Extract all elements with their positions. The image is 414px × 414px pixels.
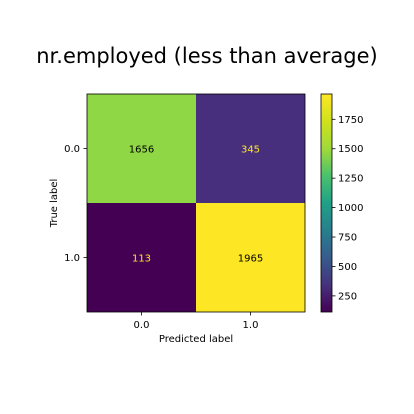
x-axis-label: Predicted label bbox=[159, 334, 233, 345]
matrix-cell-1-0 bbox=[87, 203, 196, 312]
y-tick-label: 1.0 bbox=[64, 253, 80, 264]
matrix-cells: 1656 345 113 1965 bbox=[87, 94, 305, 312]
matrix-value-0-0: 1656 bbox=[129, 145, 154, 156]
colorbar-tick-label: 250 bbox=[338, 291, 357, 302]
matrix-frame bbox=[86, 93, 306, 313]
matrix-cell-0-0 bbox=[87, 94, 196, 203]
colorbar-tick-label: 1250 bbox=[338, 174, 363, 185]
y-tick-label: 0.0 bbox=[64, 144, 80, 155]
colorbar-tick-label: 1000 bbox=[338, 203, 363, 214]
colorbar-ticks: 250 500 750 1000 1250 1500 1750 bbox=[332, 115, 363, 302]
chart-title: nr.employed (less than average) bbox=[36, 44, 378, 68]
x-tick-label: 0.0 bbox=[134, 320, 150, 331]
colorbar bbox=[320, 93, 333, 313]
y-axis-label: True label bbox=[49, 179, 60, 229]
matrix-cell-0-1 bbox=[196, 94, 305, 203]
matrix-value-1-0: 113 bbox=[132, 254, 151, 265]
matrix-cell-1-1 bbox=[196, 203, 305, 312]
colorbar-tick-label: 1500 bbox=[338, 144, 363, 155]
colorbar-tick-label: 750 bbox=[338, 233, 357, 244]
colorbar-tick-label: 1750 bbox=[338, 115, 363, 126]
x-axis: 0.0 1.0 bbox=[134, 312, 259, 331]
x-tick-label: 1.0 bbox=[243, 320, 259, 331]
matrix-value-0-1: 345 bbox=[241, 145, 260, 156]
matrix-value-1-1: 1965 bbox=[238, 254, 263, 265]
y-axis: 0.0 1.0 bbox=[64, 144, 87, 264]
colorbar-tick-label: 500 bbox=[338, 262, 357, 273]
